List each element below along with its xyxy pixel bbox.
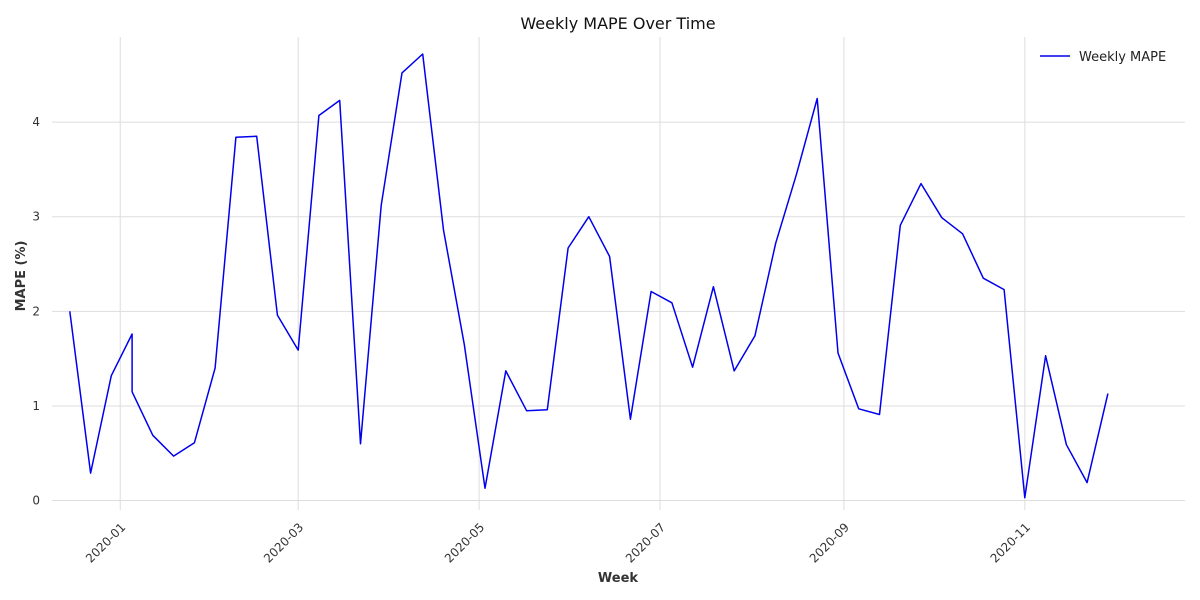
y-tick-label: 3 xyxy=(32,210,40,224)
y-axis-label: MAPE (%) xyxy=(14,241,29,312)
y-tick-label: 0 xyxy=(32,494,40,508)
grid-lines xyxy=(52,37,1185,510)
series-line-0 xyxy=(69,53,1109,499)
y-tick-label: 4 xyxy=(32,115,40,129)
x-tick-labels: 2020-01 2020-03 2020-05 2020-07 2020-09 2020-… xyxy=(83,520,1033,565)
x-tick-label: 2020-11 xyxy=(988,520,1033,565)
y-tick-label: 2 xyxy=(32,304,40,318)
y-tick-label: 1 xyxy=(32,399,40,413)
y-tick-labels: 0 1 2 3 4 xyxy=(32,115,40,507)
x-tick-label: 2020-05 xyxy=(442,520,487,565)
x-tick-label: 2020-03 xyxy=(261,520,306,565)
chart-title: Weekly MAPE Over Time xyxy=(520,14,715,33)
x-axis-label: Week xyxy=(598,571,639,586)
series-layer xyxy=(69,53,1109,499)
x-tick-label: 2020-01 xyxy=(83,520,128,565)
legend-label: Weekly MAPE xyxy=(1079,50,1166,65)
x-tick-label: 2020-07 xyxy=(623,520,668,565)
legend: Weekly MAPE xyxy=(1040,50,1166,65)
x-tick-label: 2020-09 xyxy=(807,520,852,565)
